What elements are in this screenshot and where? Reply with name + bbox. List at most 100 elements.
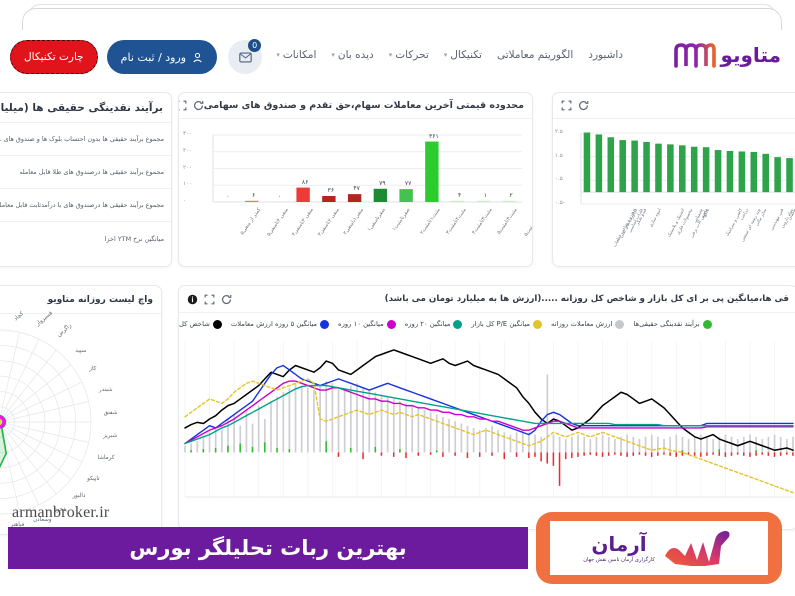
legend-color-dot — [320, 319, 330, 329]
info-icon[interactable] — [187, 294, 198, 305]
bar[interactable] — [583, 132, 591, 193]
bar[interactable] — [774, 157, 781, 193]
radar-axis-label: کرماشا — [97, 454, 115, 461]
nav-item-trading-algorithm[interactable]: الگوریتم معاملاتی — [497, 49, 573, 61]
bar — [730, 452, 733, 456]
expand-icon[interactable] — [204, 294, 215, 305]
bar — [786, 439, 788, 453]
list-item[interactable]: مجموع برآیند حقیقی ها درصندوق های با درآ… — [0, 189, 171, 222]
bar[interactable] — [738, 151, 746, 193]
technical-chart-button[interactable]: چارت تکنیکال — [10, 40, 98, 74]
bar[interactable] — [655, 143, 662, 193]
bar[interactable] — [322, 195, 336, 202]
bar[interactable] — [502, 200, 516, 202]
bar — [503, 452, 506, 460]
bar — [349, 385, 352, 453]
list-item[interactable]: مجموع برآیند حقیقی ها بدون احتساب بلوک ه… — [0, 123, 171, 156]
legend-item[interactable]: ارزش معاملات روزانه — [551, 319, 625, 329]
list-item[interactable]: میانگین نرخ YTM اخزا — [0, 222, 171, 255]
bar[interactable] — [750, 151, 758, 193]
main-navigation: داشبورد الگوریتم معاملاتی تکنیکال ▾ تحرک… — [276, 49, 623, 61]
legend-item[interactable]: میانگین ۲۰ روزه — [405, 319, 463, 329]
bar[interactable] — [714, 150, 722, 193]
bar — [583, 436, 586, 453]
bar — [626, 452, 628, 457]
bar — [736, 452, 739, 455]
bar — [607, 452, 610, 456]
bar[interactable] — [702, 147, 710, 193]
bar[interactable] — [347, 194, 362, 202]
legend-color-dot — [212, 319, 222, 329]
bar — [399, 401, 401, 453]
bar[interactable] — [425, 141, 439, 202]
bar-value-label: ۳۶ — [327, 186, 335, 194]
bar — [478, 452, 481, 457]
bar — [288, 449, 291, 453]
bar — [417, 407, 420, 453]
legend-item[interactable]: میانگین ۱۰ روزه — [338, 319, 396, 329]
bar — [245, 410, 248, 453]
bar — [712, 439, 715, 453]
bar[interactable] — [726, 150, 734, 193]
bar — [767, 436, 770, 453]
bar — [337, 452, 340, 457]
radar-axis-label: شفنق — [103, 409, 118, 416]
bar[interactable] — [595, 134, 603, 193]
bar — [755, 436, 758, 453]
chevron-down-icon: ▾ — [388, 51, 393, 59]
bar — [399, 449, 401, 453]
bar — [577, 452, 579, 457]
bar[interactable] — [631, 140, 638, 193]
nav-item-features[interactable]: امکانات ▾ — [276, 49, 316, 61]
bar[interactable] — [296, 187, 310, 202]
refresh-icon[interactable] — [221, 294, 232, 305]
bar[interactable] — [762, 153, 769, 193]
bar[interactable] — [476, 200, 491, 202]
bar — [546, 452, 549, 464]
bar[interactable] — [690, 146, 698, 193]
broker-logo-box[interactable]: آرمان کارگزاری آرمان تامین نقش جهان — [536, 512, 782, 584]
bar — [558, 436, 561, 453]
nav-item-technical[interactable]: تکنیکال ▾ — [444, 49, 482, 61]
radar-axis-label: وسعادن — [33, 516, 52, 523]
refresh-icon[interactable] — [193, 100, 204, 111]
bar[interactable] — [679, 145, 686, 193]
expand-icon[interactable] — [561, 100, 572, 111]
bar — [650, 434, 653, 453]
bar[interactable] — [607, 137, 615, 193]
card-title: قی ها،میانگین پی بر ای کل بازار و شاخص ک… — [384, 294, 789, 304]
bar[interactable] — [667, 144, 674, 193]
nav-label: داشبورد — [588, 49, 623, 61]
bar[interactable] — [643, 141, 650, 193]
mail-icon — [238, 51, 252, 63]
bar[interactable] — [450, 200, 465, 202]
refresh-icon[interactable] — [578, 100, 589, 111]
legend-item[interactable]: شاخص کل — [179, 319, 222, 329]
legend-item[interactable]: میانگین ۵ روزه ارزش معاملات — [231, 319, 330, 329]
nav-item-watchlist[interactable]: دیده بان ▾ — [331, 49, 373, 61]
bar — [423, 410, 426, 453]
login-register-button[interactable]: ورود / ثبت نام — [106, 40, 218, 74]
nav-item-dashboard[interactable]: داشبورد — [588, 49, 623, 61]
legend-item[interactable]: برآیند نقدینگی حقیقی‌ها — [633, 319, 712, 329]
bar — [749, 434, 751, 453]
bar — [184, 445, 186, 453]
bar — [632, 436, 635, 453]
bar — [466, 452, 469, 458]
legend-item[interactable]: میانگین P/E کل بازار — [471, 319, 543, 329]
bar — [577, 434, 579, 453]
bar[interactable] — [373, 188, 388, 202]
series-line — [184, 384, 794, 445]
bar[interactable] — [619, 140, 626, 193]
bar-value-label: ۷۷ — [404, 180, 412, 188]
bar[interactable] — [399, 189, 413, 202]
bar — [528, 432, 530, 453]
bar[interactable] — [244, 200, 259, 202]
nav-item-movements[interactable]: تحرکات ▾ — [389, 49, 429, 61]
list-item[interactable]: مجموع برآیند حقیقی ها درصندوق های طلا قا… — [0, 156, 171, 189]
bar[interactable] — [786, 158, 793, 193]
bar — [442, 416, 444, 453]
site-logo[interactable]: متاویو — [674, 42, 781, 68]
chevron-down-icon: ▾ — [443, 51, 448, 59]
expand-icon[interactable] — [178, 100, 187, 111]
